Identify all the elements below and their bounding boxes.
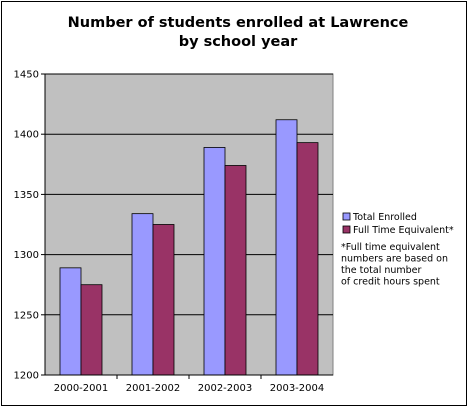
bar-total-enrolled xyxy=(59,267,82,376)
bar-total-enrolled xyxy=(131,213,154,376)
legend-label: Total Enrolled xyxy=(352,212,417,223)
bars xyxy=(59,119,319,376)
y-tick-label: 1200 xyxy=(14,371,39,382)
y-tick-label: 1250 xyxy=(14,310,39,321)
footnote-line: numbers are based on xyxy=(341,254,448,265)
y-tick-label: 1450 xyxy=(14,70,39,81)
footnote-line: the total number xyxy=(341,265,422,276)
y-tick-label: 1350 xyxy=(14,190,39,201)
legend-swatch xyxy=(342,225,351,234)
x-tick-label: 2001-2002 xyxy=(126,383,181,394)
footnote-line: *Full time equivalent xyxy=(341,242,440,253)
x-tick-label: 2003-2004 xyxy=(270,383,325,394)
legend-label: Full Time Equivalent* xyxy=(353,225,454,236)
bar-total-enrolled xyxy=(203,147,226,376)
y-tick-label: 1400 xyxy=(14,130,39,141)
legend: Total Enrolled Full Time Equivalent* xyxy=(342,212,454,236)
y-tick-label: 1300 xyxy=(14,250,39,261)
x-tick-label: 2000-2001 xyxy=(54,383,109,394)
bar-total-enrolled xyxy=(275,119,298,376)
bar-full-time-equivalent xyxy=(152,224,175,376)
y-axis-ticks: 1200 1250 1300 1350 1400 1450 xyxy=(14,70,45,382)
footnote-line: of credit hours spent xyxy=(341,277,440,288)
bar-full-time-equivalent xyxy=(296,142,319,376)
chart-subtitle: by school year xyxy=(179,34,298,50)
bar-full-time-equivalent xyxy=(224,165,247,376)
bar-full-time-equivalent xyxy=(80,284,103,376)
legend-swatch xyxy=(342,212,351,221)
x-tick-label: 2002-2003 xyxy=(198,383,253,394)
x-axis-ticks: 2000-2001 2001-2002 2002-2003 2003-2004 xyxy=(54,375,325,394)
chart-title: Number of students enrolled at Lawrence xyxy=(68,15,409,31)
